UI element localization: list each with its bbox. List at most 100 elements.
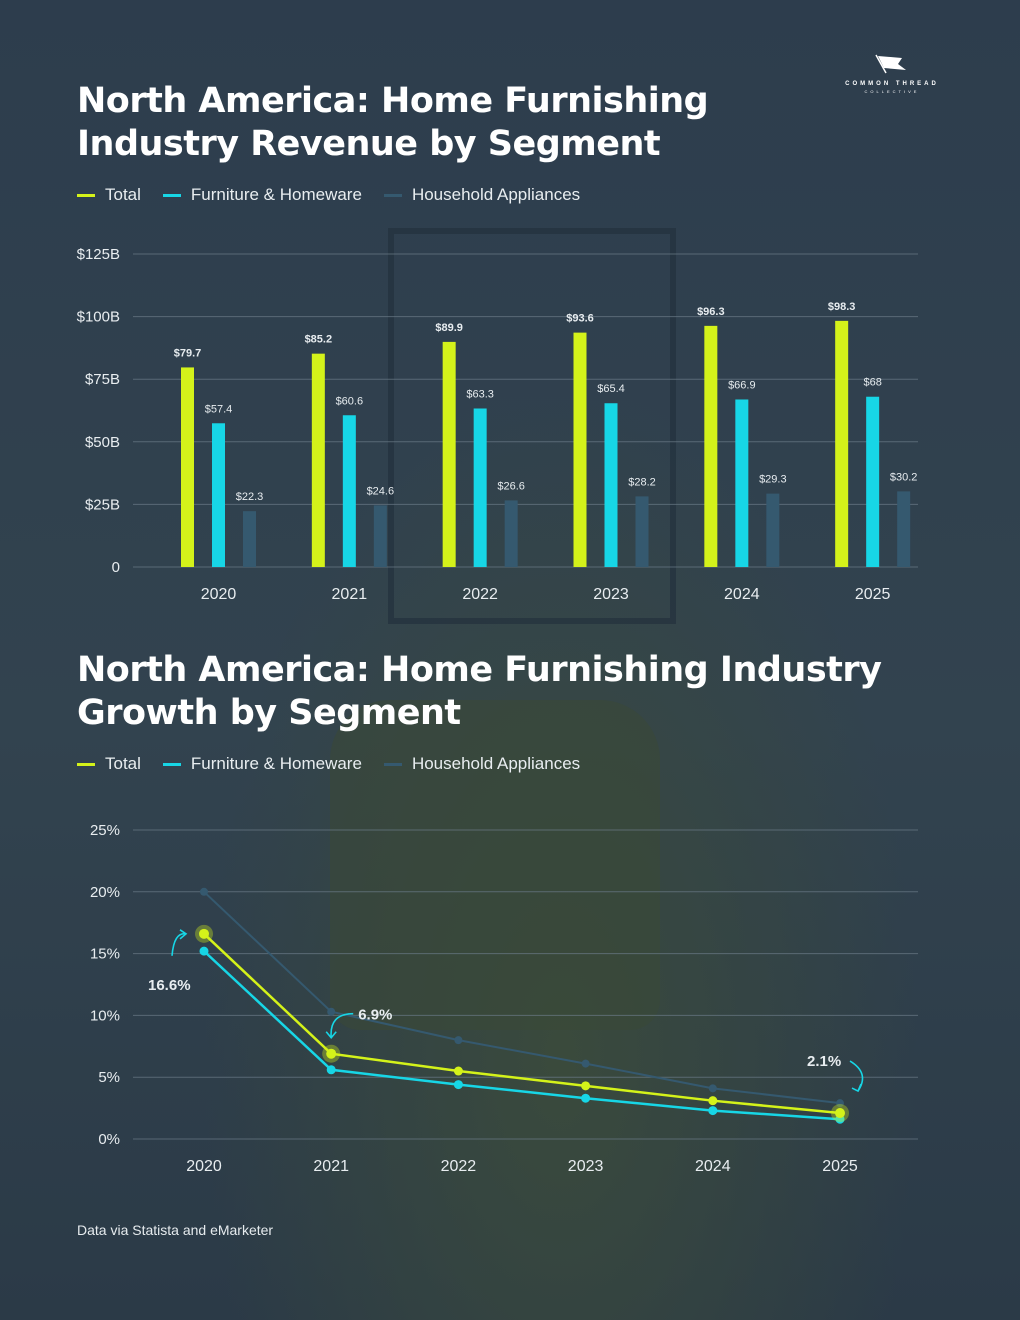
x-tick-label: 2020 (186, 1158, 222, 1175)
bar-data-label: $93.6 (566, 313, 594, 325)
legend-item-total: Total (77, 754, 141, 774)
x-tick-label: 2020 (201, 586, 237, 603)
data-point (708, 1084, 717, 1093)
x-tick-label: 2025 (822, 1158, 858, 1175)
logo-subtitle: COLLECTIVE (864, 89, 920, 94)
y-tick-label: 10% (90, 1007, 120, 1024)
bar (866, 396, 880, 567)
y-tick-label: $25B (85, 496, 120, 513)
y-tick-label: $50B (85, 434, 120, 451)
bar-data-label: $65.4 (597, 383, 625, 395)
x-tick-label: 2023 (568, 1158, 604, 1175)
bar-data-label: $89.9 (435, 322, 463, 334)
bar-data-label: $79.7 (174, 347, 202, 359)
data-point (581, 1093, 591, 1103)
y-tick-label: 0 (112, 559, 120, 576)
legend-label-total: Total (105, 754, 141, 773)
highlight-point (326, 1048, 337, 1059)
x-tick-label: 2022 (441, 1158, 477, 1175)
bar (373, 505, 387, 567)
legend-item-appliances: Household Appliances (383, 185, 581, 205)
data-point (454, 1036, 463, 1045)
x-tick-label: 2025 (855, 586, 891, 603)
annotation-arrow (330, 1012, 354, 1038)
bar (442, 341, 456, 567)
revenue-chart-title: North America: Home Furnishing Industry … (77, 81, 709, 164)
data-point (327, 1007, 336, 1016)
legend-item-furniture: Furniture & Homeware (162, 185, 362, 205)
bar (704, 325, 718, 567)
series-line (203, 891, 841, 1105)
data-point (708, 1096, 718, 1106)
growth-chart-legend: Total Furniture & Homeware Household App… (77, 753, 602, 775)
x-tick-label: 2021 (313, 1158, 349, 1175)
bar-data-label: $22.3 (236, 491, 264, 503)
bar (573, 332, 587, 567)
growth-chart-title: North America: Home Furnishing Industry … (77, 650, 882, 733)
bar-data-label: $63.3 (466, 388, 494, 400)
legend-label-furniture: Furniture & Homeware (190, 754, 362, 773)
x-tick-label: 2021 (332, 586, 368, 603)
highlight-point (835, 1108, 845, 1119)
legend-swatch-furniture (162, 193, 181, 197)
legend-swatch-total (77, 762, 95, 766)
data-point (200, 887, 208, 896)
bar (735, 399, 749, 567)
annotation-arrowhead (325, 1031, 337, 1039)
legend-label-appliances: Household Appliances (411, 754, 581, 773)
bar (604, 403, 618, 567)
legend-swatch-furniture (162, 762, 181, 766)
data-source-note: Data via Statista and eMarketer (77, 1222, 274, 1238)
bar (243, 511, 256, 567)
annotation-arrow (171, 932, 187, 956)
bar (766, 493, 780, 567)
bar-data-label: $68 (863, 377, 881, 389)
bar-data-label: $28.2 (628, 476, 656, 488)
bar-data-label: $85.2 (305, 334, 333, 346)
series-line (203, 950, 841, 1121)
legend-label-furniture: Furniture & Homeware (190, 185, 362, 204)
legend-swatch-total (77, 193, 95, 197)
annotation-label: 6.9% (358, 1007, 392, 1024)
bar (635, 496, 649, 567)
series-line (203, 932, 841, 1115)
growth-line-chart: 0% 5% 10% 15% 20% 25% 2020 2021 2022 2023 2024 2025… (90, 822, 918, 1175)
legend-label-total: Total (105, 185, 141, 204)
bar-data-label: $24.6 (367, 485, 395, 497)
bar-data-label: $66.9 (728, 379, 756, 391)
bar (504, 500, 518, 567)
data-point (708, 1106, 718, 1116)
legend-swatch-appliances (383, 762, 402, 766)
data-point (581, 1059, 590, 1068)
x-tick-label: 2023 (593, 586, 629, 603)
revenue-chart-legend: Total Furniture & Homeware Household App… (77, 184, 602, 206)
annotation-label: 16.6% (148, 977, 191, 994)
bar-data-label: $29.3 (759, 474, 787, 486)
legend-label-appliances: Household Appliances (411, 185, 581, 204)
bar-data-label: $60.6 (336, 395, 364, 407)
y-tick-label: 5% (98, 1069, 120, 1086)
brand-logo: COMMON THREAD COLLECTIVE (842, 54, 942, 100)
logo-name: COMMON THREAD (845, 81, 939, 87)
flag-icon (875, 54, 906, 74)
data-point (199, 946, 209, 956)
bar (835, 320, 849, 567)
annotation-label: 2.1% (807, 1053, 841, 1070)
legend-item-furniture: Furniture & Homeware (162, 754, 362, 774)
annotation-arrowhead (851, 1083, 862, 1093)
bar (897, 491, 911, 567)
legend-item-total: Total (77, 185, 141, 205)
x-tick-label: 2024 (724, 586, 760, 603)
bar-data-label: $26.6 (497, 480, 525, 492)
x-tick-label: 2022 (462, 586, 498, 603)
legend-item-appliances: Household Appliances (383, 754, 581, 774)
bar (473, 408, 487, 567)
revenue-bar-chart: 0 $25B $50B $75B $100B $125B $79.7 $57.4 $22.3 20… (77, 246, 918, 603)
y-tick-label: 20% (90, 884, 120, 901)
bar (181, 367, 194, 567)
background-picture-frame (388, 228, 676, 624)
highlight-point (199, 928, 209, 939)
x-tick-label: 2024 (695, 1158, 731, 1175)
y-tick-label: $75B (85, 371, 120, 388)
